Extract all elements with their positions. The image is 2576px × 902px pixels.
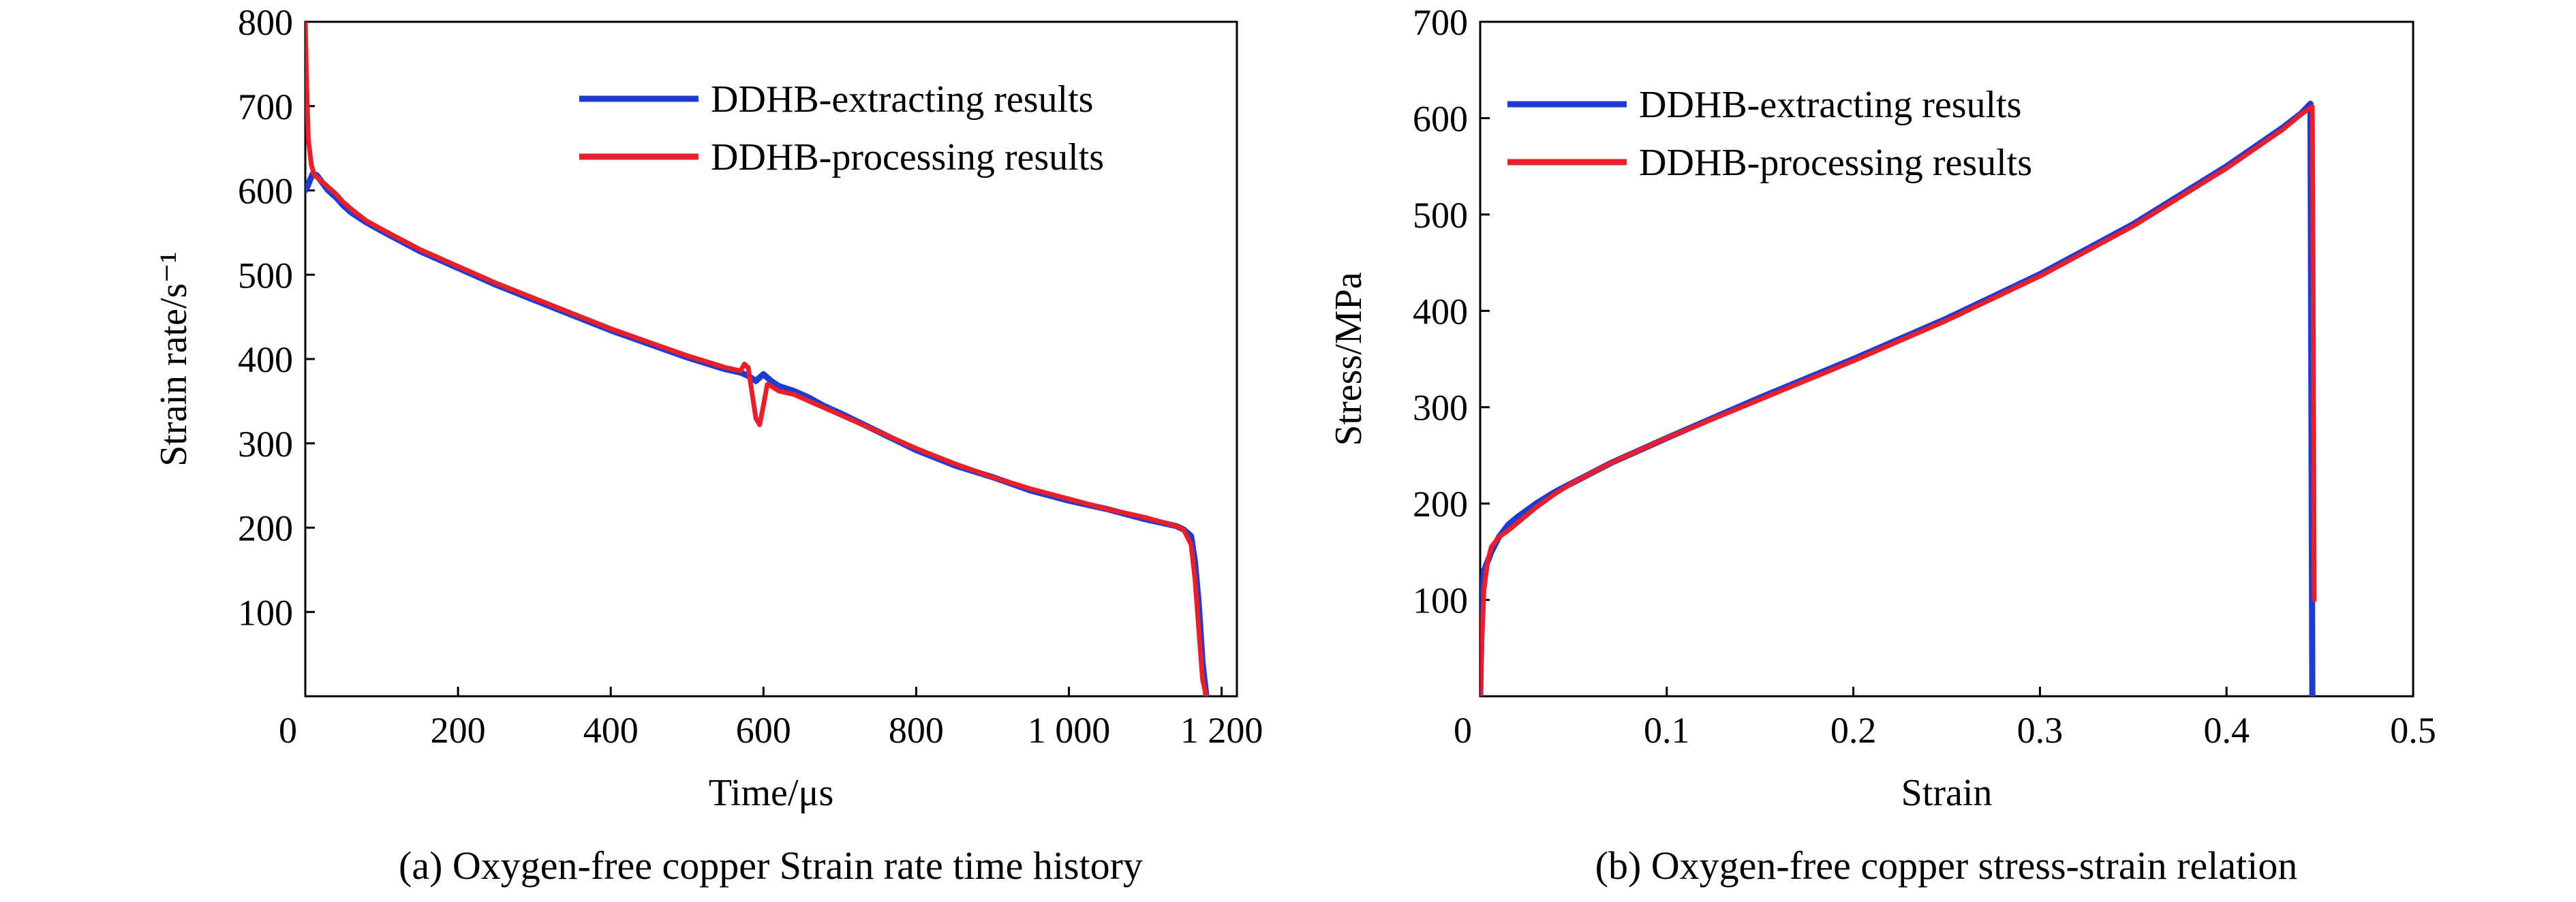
x-tick-label: 1 200 [1180, 710, 1263, 751]
legend-label: DDHB-extracting results [711, 78, 1093, 121]
y-tick-label: 500 [238, 255, 293, 296]
chart-caption: (b) Oxygen-free copper stress-strain rel… [1595, 843, 2298, 888]
y-tick-label: 400 [238, 339, 293, 380]
series-line-processing [1480, 104, 2317, 696]
series-line-processing [305, 22, 1209, 696]
y-tick-label: 600 [1413, 98, 1468, 139]
y-tick-label: 200 [238, 508, 293, 549]
legend-label: DDHB-processing results [711, 136, 1104, 178]
y-tick-label: 300 [238, 424, 293, 465]
x-tick-label: 0 [1454, 710, 1472, 751]
y-tick-label: 100 [1413, 580, 1468, 621]
y-tick-label: 700 [238, 87, 293, 127]
y-tick-label: 200 [1413, 484, 1468, 525]
x-tick-label: 400 [583, 710, 639, 751]
series-line-extracting [305, 170, 1210, 696]
x-tick-label: 1 000 [1028, 710, 1111, 751]
y-tick-label: 700 [1413, 2, 1468, 43]
x-axis-label: Strain [1901, 772, 1993, 814]
x-tick-label: 0.4 [2203, 710, 2250, 751]
y-axis-label: Stress/MPa [1328, 272, 1370, 446]
x-tick-label: 600 [736, 710, 791, 751]
plot-frame [304, 20, 1238, 698]
y-tick-label: 100 [238, 592, 293, 633]
legend-label: DDHB-extracting results [1639, 84, 2021, 126]
y-tick-label: 800 [238, 2, 293, 43]
x-tick-label: 0.3 [2017, 710, 2064, 751]
y-tick-label: 300 [1413, 388, 1468, 429]
legend-label: DDHB-processing results [1639, 142, 2032, 184]
y-tick-label: 400 [1413, 291, 1468, 332]
x-tick-label: 0.1 [1644, 710, 1690, 751]
y-tick-label: 500 [1413, 195, 1468, 236]
y-tick-label: 600 [238, 171, 293, 212]
x-tick-label: 0 [279, 710, 297, 751]
chart-strain-rate: 0 200 400 600 800 1 000 1 200 100 200 300 400 500 60… [153, 2, 1263, 888]
x-tick-label: 200 [431, 710, 486, 751]
x-tick-label: 0.2 [1830, 710, 1877, 751]
y-axis-label: Strain rate/s⁻¹ [153, 251, 195, 466]
chart-stress-strain: 0 0.1 0.2 0.3 0.4 0.5 100 200 300 400 500 600 700 Str… [1328, 2, 2436, 888]
x-tick-label: 800 [889, 710, 944, 751]
x-tick-label: 0.5 [2390, 710, 2436, 751]
x-axis-label: Time/μs [709, 772, 834, 814]
chart-caption: (a) Oxygen-free copper Strain rate time … [399, 843, 1143, 888]
plot-frame [1479, 20, 2414, 698]
